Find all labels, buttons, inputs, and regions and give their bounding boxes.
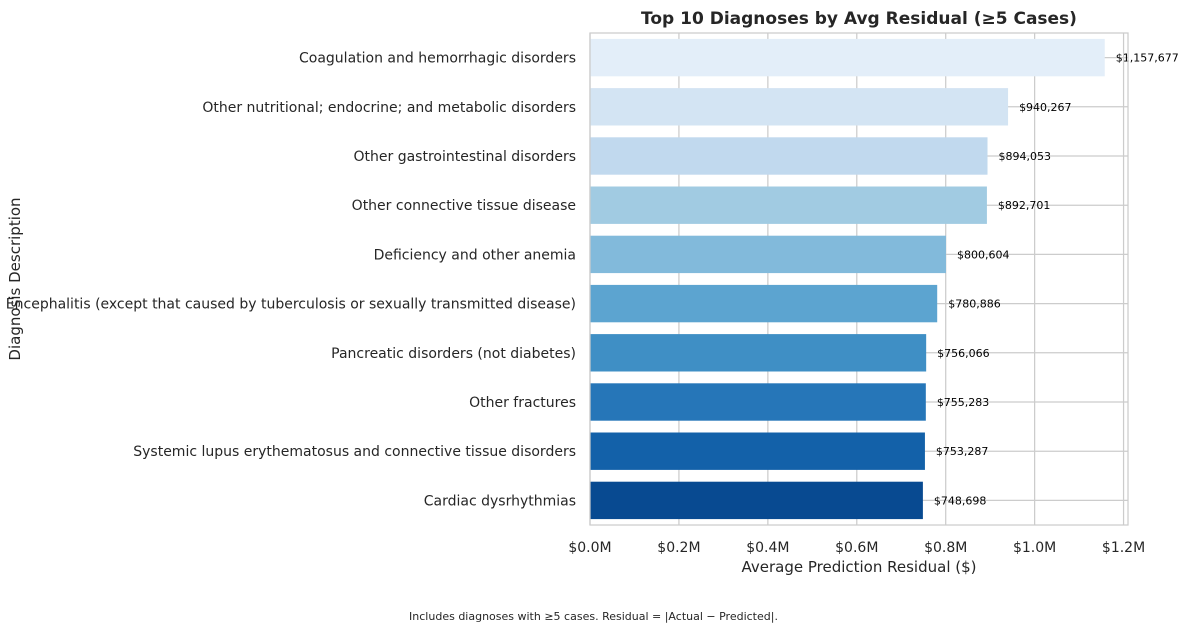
x-tick-label: $0.6M [835,540,878,556]
category-label: Coagulation and hemorrhagic disorders [299,51,576,67]
category-label: Other gastrointestinal disorders [354,149,577,165]
category-label: Other nutritional; endocrine; and metabo… [202,100,576,116]
bar [590,137,988,175]
category-labels: Coagulation and hemorrhagic disorders Oth… [6,51,576,510]
data-label: $748,698 [934,494,987,507]
chart-footnote: Includes diagnoses with ≥5 cases. Residu… [409,610,778,623]
category-label: Other connective tissue disease [352,198,576,214]
data-label: $894,053 [999,150,1051,163]
category-label: Encephalitis (except that caused by tube… [6,297,576,313]
category-label: Deficiency and other anemia [374,247,576,263]
data-label: $800,604 [957,248,1010,261]
data-label: $756,066 [937,347,990,360]
x-tick-labels: $0.0M $0.2M $0.4M $0.6M $0.8M $1.0M $1.2M [568,540,1145,556]
x-tick-label: $0.4M [746,540,789,556]
bar [590,186,987,224]
y-axis-label: Diagnosis Description [6,197,24,360]
x-tick-label: $1.0M [1013,540,1056,556]
bar [590,432,925,470]
x-tick-label: $0.2M [657,540,700,556]
category-label: Systemic lupus erythematosus and connect… [133,444,576,460]
bar [590,38,1105,77]
data-label: $755,283 [937,396,990,409]
bar [590,88,1009,126]
category-label: Cardiac dysrhythmias [424,493,576,509]
plot-frame [589,32,1129,526]
chart-title: Top 10 Diagnoses by Avg Residual (≥5 Cas… [641,9,1077,29]
data-label: $1,157,677 [1116,52,1179,65]
data-label: $892,701 [998,199,1051,212]
data-label: $753,287 [936,445,989,458]
data-label: $940,267 [1019,101,1071,114]
category-label: Pancreatic disorders (not diabetes) [331,346,576,362]
bar [590,284,938,323]
bar [590,334,927,372]
data-labels: $1,157,677 $940,267 $894,053 $892,701 $800,6… [934,52,1179,508]
bar [590,235,946,274]
x-tick-label: $1.2M [1102,540,1145,556]
bars [590,38,1105,520]
bar-chart: Top 10 Diagnoses by Avg Residual (≥5 Cas… [6,9,1179,576]
category-label: Other fractures [469,395,576,411]
bar [590,383,926,421]
x-tick-label: $0.0M [568,540,611,556]
bar [590,481,923,520]
x-axis-label: Average Prediction Residual ($) [741,558,976,576]
data-label: $780,886 [948,298,1001,311]
x-tick-label: $0.8M [924,540,967,556]
